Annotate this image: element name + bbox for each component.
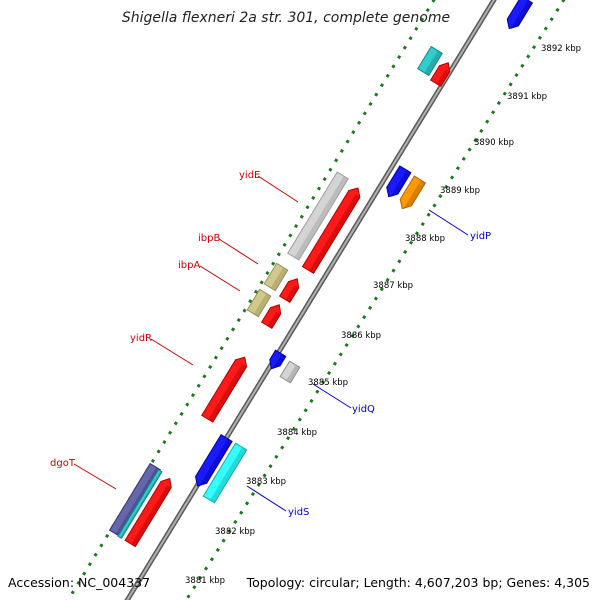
scale-label-3883: 3883 kbp: [246, 477, 286, 487]
gene-feature-top-blue-shade: [510, 0, 533, 30]
gene-feature-cyan-small-shade: [424, 50, 443, 76]
scale-label-3881: 3881 kbp: [185, 576, 225, 586]
gene-feature-yidQ-grey: [279, 360, 301, 384]
scale-label-3888: 3888 kbp: [405, 234, 445, 244]
gene-label-ibpA: ibpA: [178, 260, 200, 271]
gene-label-yidP: yidP: [470, 231, 491, 242]
accession-text: Accession: NC_004337: [8, 575, 150, 590]
gene-feature-yidS-shade: [209, 447, 247, 503]
gene-label-dgoT: dgoT: [50, 458, 76, 469]
scale-label-3887: 3887 kbp: [373, 281, 413, 291]
gene-feature-yidR: [201, 356, 248, 423]
gene-feature-dgoT-cyan: [117, 468, 163, 540]
genome-backbone-highlight: [126, 0, 496, 600]
gene-feature-blue-3885: [269, 349, 287, 370]
gene-feature-red-small-shade: [436, 69, 450, 87]
gene-feature-ibpB: [278, 278, 300, 304]
gene-feature-ibpB-shade: [285, 285, 299, 303]
inner-tick-track: [184, 0, 566, 600]
scale-labels: 3881 kbp 3882 kbp 3883 kbp 3884 kbp 3885…: [185, 44, 581, 586]
gene-feature-yidP-shade: [403, 180, 426, 210]
leader-yidQ: [312, 383, 352, 409]
scale-label-3885: 3885 kbp: [308, 378, 348, 388]
leader-ibpA: [199, 265, 241, 292]
gene-feature-yidS: [202, 442, 248, 504]
gene-feature-dgoT: [124, 477, 172, 548]
gene-feature-ibpA: [260, 304, 282, 330]
gene-feature-blue-3883-shade: [198, 438, 233, 487]
gene-feature-blue-3889: [386, 165, 412, 198]
gene-feature-blue-3889-shade: [389, 170, 411, 198]
scale-label-3886: 3886 kbp: [341, 331, 381, 341]
gene-feature-yidE-shade: [309, 194, 360, 274]
scale-label-3882: 3882 kbp: [215, 527, 255, 537]
gene-feature-ibpA-olive-shade: [253, 293, 271, 317]
gene-feature-yidE: [301, 187, 361, 275]
scale-label-3890: 3890 kbp: [474, 138, 514, 148]
gene-feature-blue-3885-shade: [272, 353, 286, 370]
leader-yidE: [257, 175, 299, 203]
gene-feature-ibpB-olive-shade: [270, 267, 288, 291]
gene-feature-ibpB-olive: [263, 262, 289, 292]
gene-label-yidQ: yidQ: [352, 404, 375, 415]
outer-tick-track: [66, 0, 436, 600]
gene-feature-yidE-grey: [287, 171, 349, 261]
map-title: Shigella flexneri 2a str. 301, complete …: [122, 10, 450, 26]
leader-yidS: [246, 485, 287, 512]
gene-feature-cyan-small: [417, 45, 443, 77]
gene-feature-dgoT-cyan-shade: [120, 470, 162, 539]
gene-feature-yidE-grey-shade: [294, 176, 349, 260]
gene-feature-dgoT-shade: [131, 485, 172, 547]
gene-feature-ibpA-olive: [246, 288, 272, 318]
gene-feature-red-small: [429, 62, 451, 88]
scale-label-3889: 3889 kbp: [440, 186, 480, 196]
gene-label-yidE: yidE: [239, 170, 260, 181]
scale-label-3884: 3884 kbp: [277, 428, 317, 438]
leader-yidR: [150, 338, 194, 366]
gene-feature-yidQ-grey-shade: [286, 364, 300, 383]
gene-feature-ibpA-shade: [267, 311, 281, 329]
leader-yidP: [428, 209, 469, 236]
gene-feature-yidP: [399, 175, 427, 210]
gene-label-layer: yidE ibpB ibpA yidR dgoT yidP yidQ yidS: [50, 170, 491, 518]
gene-features: [108, 0, 534, 548]
gene-label-yidS: yidS: [288, 507, 309, 518]
leader-dgoT: [73, 463, 117, 490]
topology-text: Topology: circular; Length: 4,607,203 bp…: [246, 575, 590, 590]
gene-feature-blue-3883: [194, 434, 233, 487]
scale-label-3891: 3891 kbp: [507, 92, 547, 102]
gene-label-yidR: yidR: [130, 333, 152, 344]
gene-feature-yidR-shade: [208, 363, 247, 423]
gene-feature-dgoT-stripe: [108, 462, 162, 538]
leader-ibpB: [218, 238, 259, 265]
scale-label-3892: 3892 kbp: [541, 44, 581, 54]
gene-label-ibpB: ibpB: [198, 233, 220, 244]
gene-feature-top-blue: [506, 0, 534, 30]
